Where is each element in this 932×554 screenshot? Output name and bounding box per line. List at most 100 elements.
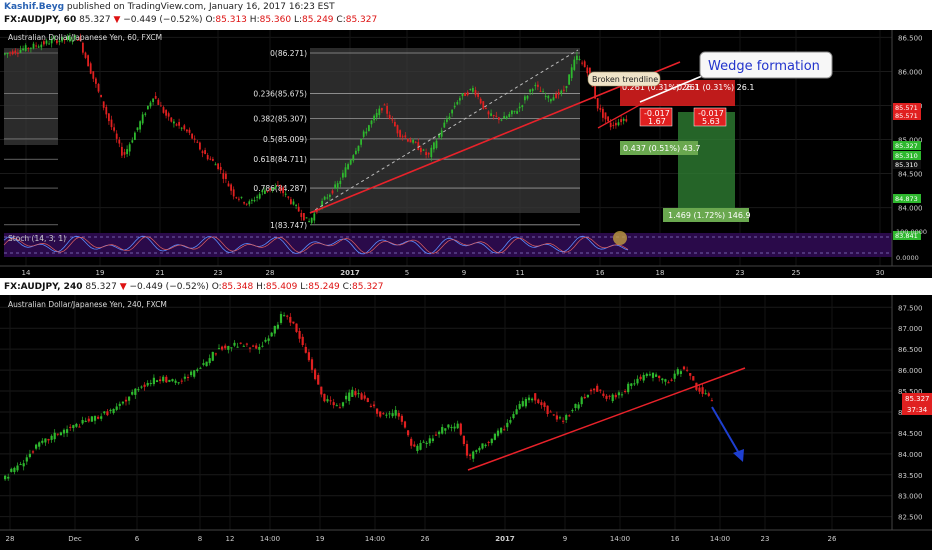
hourly-chart-svg[interactable]: 0(86.271) 0.236(85.675) 0.382(85.307) 0.5(8…: [0, 30, 932, 278]
author-link[interactable]: Kashif.Beyg: [4, 2, 65, 12]
hourly-trendline[interactable]: [309, 61, 681, 214]
candle-body: [509, 420, 512, 423]
candle-body: [66, 429, 69, 433]
candle-body: [451, 109, 453, 114]
candle-body: [508, 114, 511, 117]
down-arrow-icon: ▼: [119, 282, 127, 292]
close-value: 85.327: [345, 15, 378, 25]
candle-body: [366, 398, 369, 403]
candle-body: [84, 420, 87, 423]
wedge-callout[interactable]: [699, 51, 833, 79]
candle-body: [394, 409, 397, 416]
target-zone[interactable]: [678, 112, 735, 208]
candle-body: [149, 383, 152, 385]
wedge-line: [597, 101, 646, 129]
symbol-label-2[interactable]: FX:AUDJPY, 240: [4, 282, 83, 292]
four-hour-chart-pane[interactable]: 87.50087.00086.50086.00085.50085.00084.5…: [0, 295, 932, 550]
candle-body: [28, 453, 31, 458]
price-tag-text: 85.571: [895, 104, 918, 112]
x-tick-label: 28: [6, 535, 15, 543]
candle-body: [149, 102, 152, 107]
candle-body: [45, 40, 48, 44]
x-tick-label: 18: [656, 269, 665, 277]
candle-body: [515, 409, 518, 415]
candle-body: [332, 402, 335, 406]
candle-body: [425, 152, 427, 156]
candle-body: [552, 414, 555, 416]
four-hour-grid: [0, 295, 892, 530]
candle-body: [261, 345, 264, 347]
candle-body: [474, 90, 477, 96]
candle-body: [110, 119, 113, 128]
candle-body: [490, 113, 492, 116]
y-tick-label: 86.000: [898, 68, 923, 76]
candle-body: [193, 370, 196, 377]
candle-body: [177, 382, 180, 384]
hourly-candles: [4, 32, 628, 226]
candle-body: [378, 108, 381, 116]
candle-body: [44, 438, 47, 443]
candle-body: [199, 142, 201, 150]
candle-body: [147, 105, 149, 110]
candle-body: [338, 407, 341, 409]
candle-body: [534, 393, 537, 401]
candle-body: [62, 429, 66, 434]
candle-body: [419, 442, 422, 450]
candle-body: [472, 87, 474, 92]
x-tick-label: 6: [135, 535, 140, 543]
forecast-arrow[interactable]: [711, 406, 741, 456]
candle-body: [521, 401, 524, 407]
hourly-chart-pane[interactable]: 0(86.271) 0.236(85.675) 0.382(85.307) 0.5(8…: [0, 30, 932, 278]
candle-body: [354, 391, 357, 396]
candle-body: [627, 383, 630, 393]
tp1-label: 0.437 (0.51%) 43.7: [623, 144, 700, 153]
candle-body: [511, 110, 513, 115]
candle-body: [283, 315, 286, 317]
candle-body: [121, 401, 124, 404]
candle-body: [481, 443, 484, 449]
candle-body: [673, 373, 676, 379]
price-tag: [893, 103, 921, 112]
candle-body: [388, 413, 391, 415]
four-hour-trendline[interactable]: [467, 367, 746, 471]
candle-body: [607, 116, 609, 122]
four-hour-chart-title: Australian Dollar/Japanese Yen, 240, FXC…: [8, 300, 167, 309]
candle-body: [84, 52, 87, 58]
candle-body: [698, 387, 701, 392]
y-tick-label: 86.000: [898, 367, 923, 375]
four-hour-chart-svg[interactable]: 87.50087.00086.50086.00085.50085.00084.5…: [0, 295, 932, 550]
candle-body: [43, 41, 45, 45]
candle-body: [19, 464, 22, 466]
candle-body: [75, 423, 78, 427]
candle-body: [670, 379, 673, 381]
candle-body: [444, 428, 447, 431]
candle-body: [416, 445, 419, 451]
candle-body: [493, 433, 496, 440]
candle-body: [279, 314, 283, 323]
candle-body: [108, 113, 110, 122]
x-tick-label: 14: [22, 269, 31, 277]
candle-body: [31, 451, 35, 453]
candle-body: [391, 413, 394, 417]
candle-body: [204, 150, 206, 155]
broken-trendline-callout[interactable]: [587, 71, 661, 87]
chart-header: Kashif.Beyg published on TradingView.com…: [0, 0, 932, 30]
candle-body: [304, 346, 307, 353]
candle-body: [123, 152, 126, 155]
four-hour-price-axis[interactable]: [892, 295, 932, 550]
candle-body: [431, 438, 434, 442]
candle-body: [112, 409, 115, 414]
price-change: −0.449 (−0.52%): [123, 15, 203, 25]
candle-body: [97, 416, 100, 419]
candle-body: [334, 184, 336, 189]
candle-body: [453, 426, 456, 429]
symbol-label[interactable]: FX:AUDJPY, 60: [4, 15, 77, 25]
price-tag-text: 83.841: [895, 232, 918, 240]
x-tick-label: 23: [214, 269, 223, 277]
y-tick-label: 86.500: [898, 346, 923, 354]
candle-body: [307, 352, 310, 361]
candle-body: [320, 386, 323, 395]
candle-body: [686, 369, 689, 371]
candle-body: [25, 457, 28, 462]
fib-diagonal: [309, 49, 579, 214]
